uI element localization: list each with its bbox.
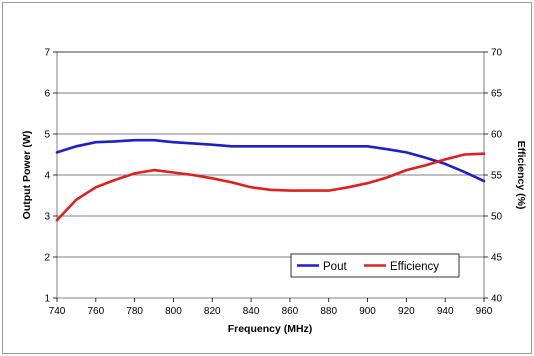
left-tick-label: 5 bbox=[44, 130, 50, 141]
right-axis-ticks: 40 45 50 55 60 65 70 bbox=[484, 48, 503, 305]
x-tick-label: 800 bbox=[165, 306, 182, 317]
x-tick-label: 860 bbox=[282, 306, 299, 317]
right-tick-label: 45 bbox=[491, 253, 503, 264]
left-tick-label: 2 bbox=[44, 253, 50, 264]
series-line-pout bbox=[55, 138, 486, 183]
x-tick-label: 940 bbox=[437, 306, 454, 317]
x-tick-label: 740 bbox=[49, 306, 66, 317]
x-tick-label: 840 bbox=[243, 306, 260, 317]
x-axis-title: Frequency (MHz) bbox=[228, 323, 313, 335]
x-tick-label: 960 bbox=[476, 306, 493, 317]
right-tick-label: 60 bbox=[491, 130, 503, 141]
right-axis-title: Efficiency (%) bbox=[515, 141, 527, 210]
right-tick-label: 65 bbox=[491, 89, 503, 100]
left-tick-label: 7 bbox=[44, 48, 50, 59]
x-tick-label: 920 bbox=[398, 306, 415, 317]
right-tick-label: 50 bbox=[491, 212, 503, 223]
right-tick-label: 40 bbox=[491, 294, 503, 305]
x-tick-label: 760 bbox=[87, 306, 104, 317]
right-tick-label: 55 bbox=[491, 171, 503, 182]
x-axis-ticks: 740 760 780 800 820 840 860 880 900 920 940 960 bbox=[49, 298, 493, 317]
right-tick-label: 70 bbox=[491, 48, 503, 59]
x-tick-label: 780 bbox=[126, 306, 143, 317]
gridlines bbox=[57, 51, 484, 258]
left-tick-label: 4 bbox=[44, 171, 50, 182]
x-tick-label: 900 bbox=[359, 306, 376, 317]
left-axis-ticks: 1 2 3 4 5 6 7 bbox=[44, 48, 57, 305]
left-tick-label: 3 bbox=[44, 212, 50, 223]
left-tick-label: 1 bbox=[44, 294, 50, 305]
legend-label-pout: Pout bbox=[323, 261, 347, 273]
series-lines bbox=[55, 138, 486, 222]
legend-label-efficiency: Efficiency bbox=[390, 261, 439, 273]
x-tick-label: 880 bbox=[320, 306, 337, 317]
left-tick-label: 6 bbox=[44, 89, 50, 100]
series-line-efficiency bbox=[55, 152, 486, 222]
legend: Pout Efficiency bbox=[290, 253, 460, 278]
x-tick-label: 820 bbox=[204, 306, 221, 317]
left-axis-title: Output Power (W) bbox=[21, 131, 33, 220]
